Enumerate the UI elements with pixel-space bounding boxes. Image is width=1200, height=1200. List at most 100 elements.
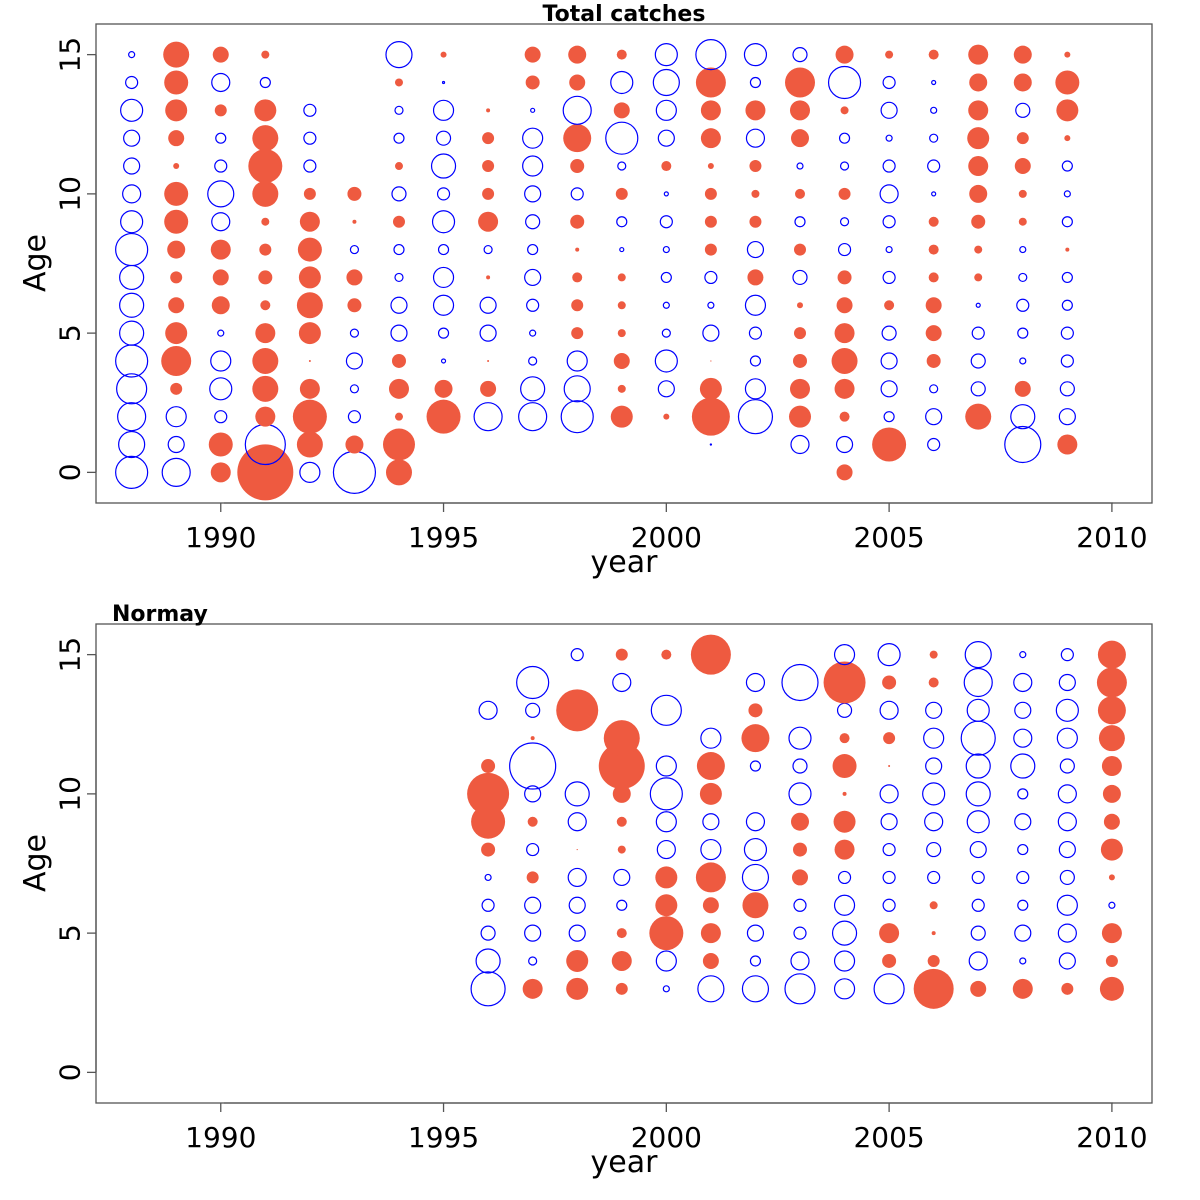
bubble-positive bbox=[164, 209, 189, 234]
bubble-negative bbox=[481, 898, 495, 912]
bubble-negative bbox=[926, 841, 942, 858]
bubble-negative bbox=[709, 443, 713, 446]
bubble-positive bbox=[885, 50, 894, 59]
bubble-negative bbox=[796, 162, 804, 170]
y-tick-label: 15 bbox=[54, 637, 87, 673]
bubble-positive bbox=[1056, 99, 1079, 122]
bubble-positive bbox=[970, 980, 987, 997]
bubble-negative bbox=[657, 129, 675, 147]
bubble-positive bbox=[613, 102, 630, 119]
bubble-positive bbox=[840, 106, 849, 115]
bubble-positive bbox=[823, 661, 866, 704]
bubble-negative bbox=[115, 344, 149, 378]
bubble-positive bbox=[296, 431, 323, 458]
bubble-positive bbox=[346, 269, 363, 286]
x-tick-label: 2000 bbox=[631, 521, 702, 554]
bubble-positive bbox=[791, 812, 809, 831]
bubble-positive bbox=[481, 842, 496, 857]
bubble-negative bbox=[833, 978, 856, 1000]
bubble-negative bbox=[925, 408, 943, 426]
bubble-positive bbox=[261, 217, 270, 226]
bubble-negative bbox=[349, 244, 360, 255]
bubble-negative bbox=[1019, 957, 1027, 965]
bubble-negative bbox=[524, 924, 542, 942]
bubble-negative bbox=[1056, 894, 1078, 916]
bubble-negative bbox=[835, 435, 854, 454]
bubble-negative bbox=[1063, 190, 1071, 198]
bubble-negative bbox=[390, 324, 408, 342]
bubble-negative bbox=[1013, 672, 1033, 693]
bubble-positive bbox=[1064, 51, 1071, 58]
bubble-positive bbox=[164, 181, 189, 206]
bubble-negative bbox=[931, 79, 937, 86]
bubble-positive bbox=[616, 49, 627, 60]
bubble-positive bbox=[252, 375, 279, 402]
bubble-negative bbox=[790, 434, 810, 455]
x-tick-label: 1995 bbox=[408, 1121, 479, 1154]
bubble-negative bbox=[167, 435, 185, 454]
bubble-negative bbox=[120, 210, 144, 234]
chart-panel-total-catches: Total catches year Age 1990 1995 2000 2005 2… bbox=[18, 2, 1153, 580]
bubble-positive bbox=[879, 923, 900, 944]
bubble-negative bbox=[214, 159, 228, 173]
bubble-positive bbox=[797, 302, 803, 309]
bubble-negative bbox=[1058, 408, 1076, 426]
bubble-positive bbox=[575, 247, 580, 252]
bubble-negative bbox=[737, 399, 774, 435]
bubble-negative bbox=[749, 76, 762, 89]
bubble-negative bbox=[1057, 923, 1077, 943]
bubble-positive bbox=[1055, 70, 1080, 95]
bubble-negative bbox=[833, 894, 856, 916]
bubble-negative bbox=[123, 129, 141, 147]
bubble-positive bbox=[928, 49, 939, 60]
bubble-positive bbox=[299, 211, 320, 232]
bubble-negative bbox=[473, 402, 503, 432]
bubble-positive bbox=[928, 216, 939, 227]
bubble-negative bbox=[524, 896, 542, 914]
bubble-positive bbox=[237, 444, 294, 501]
bubble-positive bbox=[745, 100, 766, 121]
bubble-positive bbox=[690, 634, 731, 675]
bubble-positive bbox=[1018, 217, 1027, 226]
bubble-negative bbox=[965, 781, 991, 807]
bubble-positive bbox=[391, 353, 406, 368]
bubble-positive bbox=[525, 75, 540, 90]
x-axis-label: year bbox=[591, 1145, 659, 1180]
bubble-positive bbox=[1018, 189, 1027, 198]
bubble-positive bbox=[1013, 73, 1032, 92]
bubble-positive bbox=[252, 125, 279, 152]
bubble-positive bbox=[1102, 784, 1121, 803]
bubble-negative bbox=[524, 785, 542, 803]
bubble-negative bbox=[971, 870, 985, 885]
bubble-negative bbox=[610, 70, 634, 95]
bubble-positive bbox=[1096, 667, 1127, 698]
bubble-negative bbox=[655, 950, 677, 972]
bubble-negative bbox=[792, 269, 808, 286]
bubble-positive bbox=[836, 297, 853, 314]
bubble-positive bbox=[834, 378, 855, 399]
bubble-positive bbox=[749, 215, 762, 228]
bubble-negative bbox=[522, 127, 544, 149]
bubble-negative bbox=[660, 271, 672, 284]
bubble-positive bbox=[616, 928, 627, 939]
bubble-negative bbox=[391, 186, 407, 202]
bubble-negative bbox=[649, 777, 683, 811]
bubble-negative bbox=[827, 65, 862, 100]
bubble-negative bbox=[125, 75, 139, 90]
bubble-positive bbox=[661, 649, 672, 660]
bubble-negative bbox=[749, 760, 762, 772]
plot-frame bbox=[95, 23, 1153, 504]
bubble-positive bbox=[834, 839, 855, 860]
bubble-negative bbox=[971, 326, 985, 340]
bubble-positive bbox=[1061, 982, 1074, 995]
bubble-negative bbox=[1019, 357, 1027, 365]
bubble-negative bbox=[393, 243, 405, 256]
bubble-negative bbox=[1060, 326, 1074, 340]
bubble-negative bbox=[613, 868, 631, 887]
bubble-negative bbox=[662, 301, 670, 309]
bubble-negative bbox=[1016, 298, 1030, 312]
bubble-positive bbox=[790, 100, 810, 121]
bubble-negative bbox=[478, 700, 498, 720]
bubble-positive bbox=[173, 163, 180, 170]
bubble-negative bbox=[880, 352, 898, 370]
